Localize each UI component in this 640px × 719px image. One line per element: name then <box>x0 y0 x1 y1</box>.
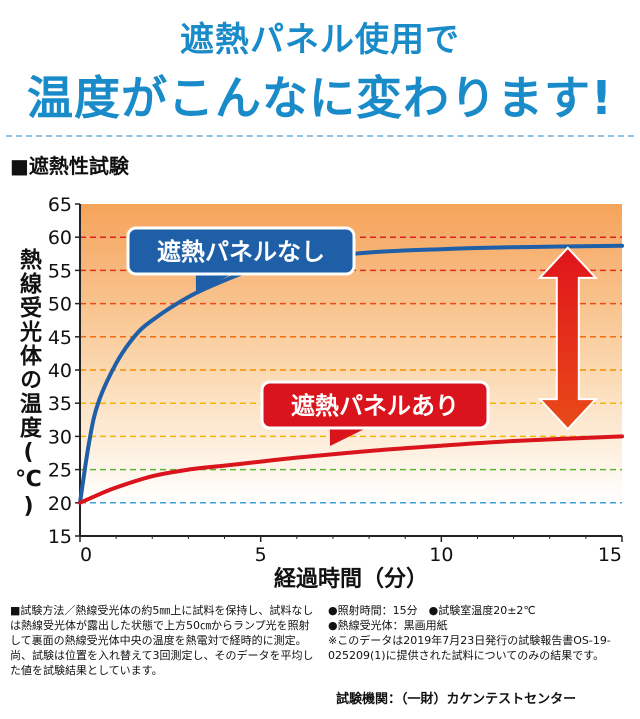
y-tick-label: 35 <box>48 393 72 415</box>
series-label: 遮熱パネルあり <box>291 392 459 420</box>
test-method-note: ■試験方法／熱線受光体の約5㎜上に試料を保持し、試料なしは熱線受光体が露出した状… <box>10 604 314 677</box>
callout-no-panel: 遮熱パネルなし <box>126 226 356 292</box>
callout-box <box>126 226 356 276</box>
x-tick-label: 15 <box>598 544 622 566</box>
x-tick-label: 5 <box>255 544 267 566</box>
x-tick-label: 10 <box>429 544 453 566</box>
section-title: ■遮熱性試験 <box>10 154 129 178</box>
test-institution: 試験機関：（一財）カケンテストセンター <box>336 692 577 707</box>
callout-pointer <box>329 426 371 446</box>
y-tick-label: 65 <box>48 194 72 216</box>
callout-pointer <box>195 272 237 292</box>
y-axis-label: 熱線受光体の温度(℃) <box>16 248 41 521</box>
headline: 遮熱パネル使用で 温度がこんなに変わります! <box>0 0 640 132</box>
series-line-with-panel <box>78 434 624 505</box>
x-tick-label: 0 <box>80 544 92 566</box>
y-tick-label: 20 <box>48 493 72 515</box>
callout-box <box>260 380 490 430</box>
series-line-no-panel <box>78 243 624 505</box>
room-temperature: ●試験室温度20±2℃ <box>428 604 536 617</box>
y-tick-label: 15 <box>48 526 72 548</box>
irradiation-time: ●照射時間：15分 <box>328 604 418 617</box>
y-tick-label: 50 <box>48 294 72 316</box>
difference-arrow <box>537 246 599 431</box>
header-divider <box>6 135 634 137</box>
y-tick-label: 40 <box>48 360 72 382</box>
headline-line2: 温度がこんなに変わります! <box>27 71 613 125</box>
y-tick-label: 45 <box>48 327 72 349</box>
y-tick-label: 55 <box>48 260 72 282</box>
y-tick-label: 30 <box>48 426 72 448</box>
data-disclaimer: ※このデータは2019年7月23日発行の試験報告書OS-19-025209(1)… <box>328 634 611 662</box>
series-label: 遮熱パネルなし <box>157 238 325 266</box>
heat-receiver: ●熱線受光体：黒画用紙 <box>328 619 448 632</box>
temperature-chart: 15 20 25 30 35 40 45 50 55 60 65 0 5 10 15 遮熱パネルなし遮熱パネ… <box>48 194 624 592</box>
x-axis-label: 経過時間（分） <box>274 566 428 592</box>
y-tick-label: 60 <box>48 227 72 249</box>
test-conditions: ●照射時間：15分 ●試験室温度20±2℃ ●熱線受光体：黒画用紙 ※このデータ… <box>328 603 634 663</box>
callout-with-panel: 遮熱パネルあり <box>260 380 490 446</box>
headline-line1: 遮熱パネル使用で <box>180 20 460 60</box>
y-tick-label: 25 <box>48 460 72 482</box>
